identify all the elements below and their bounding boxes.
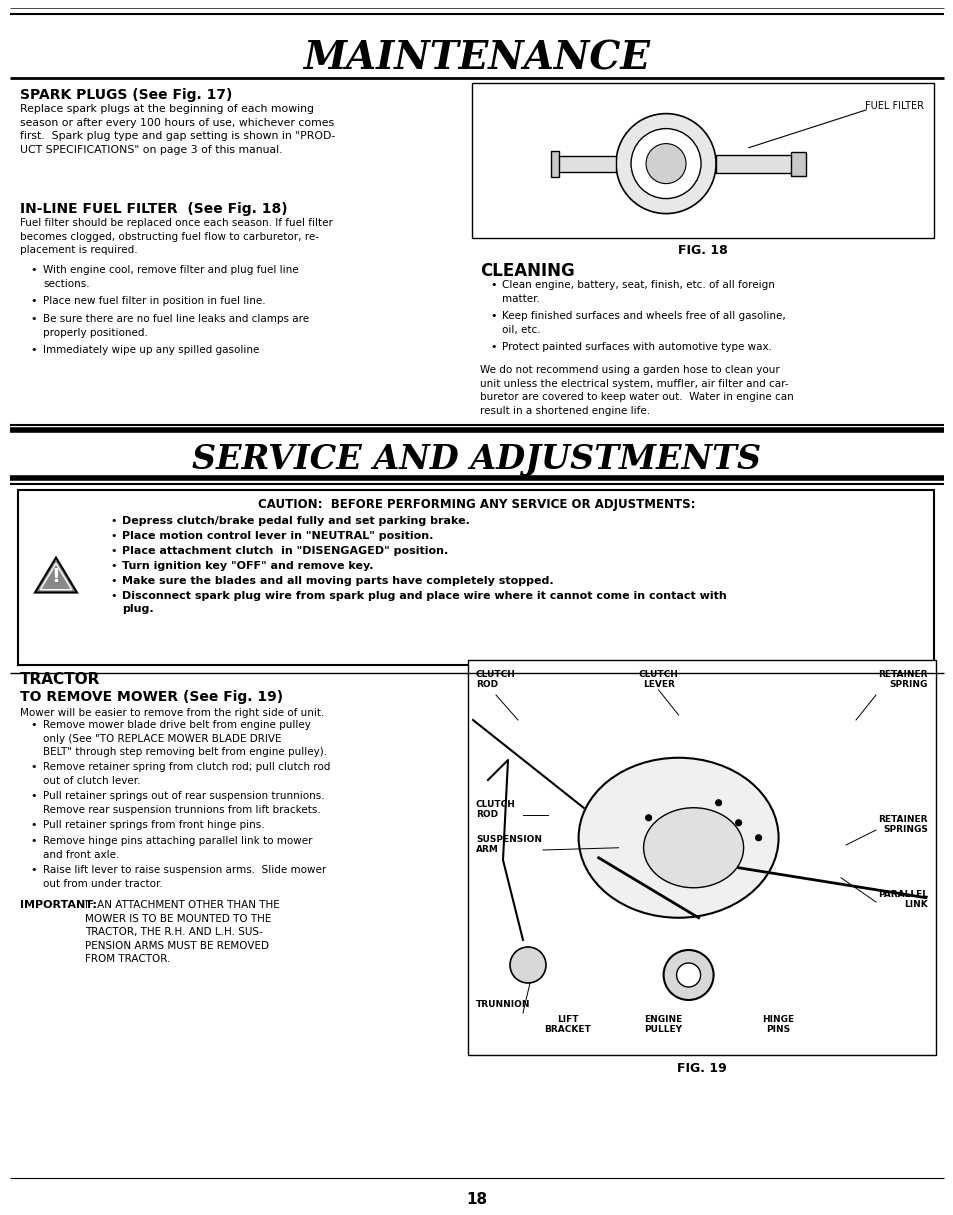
Text: PARALLEL
LINK: PARALLEL LINK	[877, 891, 927, 909]
Text: LIFT
BRACKET: LIFT BRACKET	[544, 1015, 591, 1034]
Bar	[556, 156, 616, 171]
Text: •: •	[30, 791, 36, 801]
Text: Disconnect spark plug wire from spark plug and place wire where it cannot come i: Disconnect spark plug wire from spark pl…	[122, 590, 726, 615]
Text: Replace spark plugs at the beginning of each mowing
season or after every 100 ho: Replace spark plugs at the beginning of …	[20, 104, 335, 154]
Text: CLUTCH
ROD: CLUTCH ROD	[476, 669, 516, 689]
Circle shape	[676, 963, 700, 987]
Text: RETAINER
SPRING: RETAINER SPRING	[878, 669, 927, 689]
Text: With engine cool, remove filter and plug fuel line
sections.: With engine cool, remove filter and plug…	[43, 265, 298, 289]
Text: •: •	[30, 762, 36, 772]
Circle shape	[715, 799, 720, 806]
Text: •: •	[110, 590, 116, 601]
Polygon shape	[35, 558, 77, 593]
Text: •: •	[30, 296, 36, 306]
Text: SERVICE AND ADJUSTMENTS: SERVICE AND ADJUSTMENTS	[193, 443, 760, 476]
Text: •: •	[30, 820, 36, 830]
Bar	[468, 660, 935, 1055]
Text: •: •	[490, 279, 496, 290]
Bar	[551, 151, 558, 176]
Bar	[472, 83, 933, 238]
Text: •: •	[30, 265, 36, 275]
Text: Remove retainer spring from clutch rod; pull clutch rod
out of clutch lever.: Remove retainer spring from clutch rod; …	[43, 762, 330, 786]
Polygon shape	[40, 564, 71, 589]
Text: !: !	[51, 566, 60, 586]
Text: Be sure there are no fuel line leaks and clamps are
properly positioned.: Be sure there are no fuel line leaks and…	[43, 313, 309, 338]
Text: RETAINER
SPRINGS: RETAINER SPRINGS	[878, 815, 927, 835]
Ellipse shape	[643, 808, 742, 888]
Text: Place new fuel filter in position in fuel line.: Place new fuel filter in position in fue…	[43, 296, 265, 306]
Text: •: •	[30, 345, 36, 355]
Text: •: •	[30, 865, 36, 875]
Text: Place attachment clutch  in "DISENGAGED" position.: Place attachment clutch in "DISENGAGED" …	[122, 546, 448, 556]
Text: •: •	[110, 531, 116, 541]
Text: Pull retainer springs out of rear suspension trunnions.
Remove rear suspension t: Pull retainer springs out of rear suspen…	[43, 791, 324, 814]
Bar	[716, 154, 795, 173]
Bar	[18, 490, 933, 665]
Text: FUEL FILTER: FUEL FILTER	[864, 101, 923, 111]
Text: We do not recommend using a garden hose to clean your
unit unless the electrical: We do not recommend using a garden hose …	[479, 364, 793, 416]
Text: Protect painted surfaces with automotive type wax.: Protect painted surfaces with automotive…	[501, 341, 771, 352]
Circle shape	[616, 113, 716, 214]
Text: •: •	[110, 546, 116, 556]
Text: 18: 18	[466, 1192, 487, 1206]
Text: Fuel filter should be replaced once each season. If fuel filter
becomes clogged,: Fuel filter should be replaced once each…	[20, 217, 333, 255]
Circle shape	[645, 815, 651, 821]
Text: Depress clutch/brake pedal fully and set parking brake.: Depress clutch/brake pedal fully and set…	[122, 516, 470, 526]
Text: •: •	[30, 720, 36, 730]
Circle shape	[755, 835, 760, 841]
Text: CLEANING: CLEANING	[479, 262, 574, 279]
Text: •: •	[110, 516, 116, 526]
Text: •: •	[490, 341, 496, 352]
Text: Immediately wipe up any spilled gasoline: Immediately wipe up any spilled gasoline	[43, 345, 259, 355]
Text: SPARK PLUGS (See Fig. 17): SPARK PLUGS (See Fig. 17)	[20, 87, 233, 102]
Text: Remove hinge pins attaching parallel link to mower
and front axle.: Remove hinge pins attaching parallel lin…	[43, 836, 313, 859]
Text: •: •	[110, 576, 116, 586]
Text: Keep finished surfaces and wheels free of all gasoline,
oil, etc.: Keep finished surfaces and wheels free o…	[501, 311, 785, 334]
Circle shape	[663, 950, 713, 1000]
Text: Clean engine, battery, seat, finish, etc. of all foreign
matter.: Clean engine, battery, seat, finish, etc…	[501, 279, 774, 304]
Text: TO REMOVE MOWER (See Fig. 19): TO REMOVE MOWER (See Fig. 19)	[20, 690, 283, 703]
Text: •: •	[30, 836, 36, 846]
Text: IN-LINE FUEL FILTER  (See Fig. 18): IN-LINE FUEL FILTER (See Fig. 18)	[20, 202, 287, 216]
Text: Turn ignition key "OFF" and remove key.: Turn ignition key "OFF" and remove key.	[122, 561, 374, 571]
Circle shape	[735, 820, 740, 826]
Text: FIG. 19: FIG. 19	[677, 1062, 726, 1075]
Circle shape	[630, 129, 700, 198]
Text: •: •	[490, 311, 496, 321]
Circle shape	[645, 143, 685, 183]
Text: Mower will be easier to remove from the right side of unit.: Mower will be easier to remove from the …	[20, 708, 324, 718]
Text: ENGINE
PULLEY: ENGINE PULLEY	[643, 1015, 681, 1034]
Text: CAUTION:  BEFORE PERFORMING ANY SERVICE OR ADJUSTMENTS:: CAUTION: BEFORE PERFORMING ANY SERVICE O…	[258, 498, 695, 512]
Text: •: •	[110, 561, 116, 571]
Text: SUSPENSION
ARM: SUSPENSION ARM	[476, 835, 541, 854]
Circle shape	[510, 946, 545, 983]
Text: Place motion control lever in "NEUTRAL" position.: Place motion control lever in "NEUTRAL" …	[122, 531, 433, 541]
Text: Raise lift lever to raise suspension arms.  Slide mower
out from under tractor.: Raise lift lever to raise suspension arm…	[43, 865, 326, 888]
Text: IMPORTANT:: IMPORTANT:	[20, 900, 97, 910]
Text: TRUNNION: TRUNNION	[476, 1000, 530, 1008]
Text: Make sure the blades and all moving parts have completely stopped.: Make sure the blades and all moving part…	[122, 576, 553, 586]
Text: Pull retainer springs from front hinge pins.: Pull retainer springs from front hinge p…	[43, 820, 264, 830]
Text: CLUTCH
LEVER: CLUTCH LEVER	[638, 669, 678, 689]
Text: MAINTENANCE: MAINTENANCE	[303, 39, 650, 77]
Text: TRACTOR: TRACTOR	[20, 672, 100, 686]
Text: •: •	[30, 313, 36, 324]
Text: Remove mower blade drive belt from engine pulley
only (See "TO REPLACE MOWER BLA: Remove mower blade drive belt from engin…	[43, 720, 327, 757]
Text: CLUTCH
ROD: CLUTCH ROD	[476, 799, 516, 819]
Bar	[790, 152, 805, 176]
Ellipse shape	[578, 758, 778, 917]
Text: IF AN ATTACHMENT OTHER THAN THE
MOWER IS TO BE MOUNTED TO THE
TRACTOR, THE R.H. : IF AN ATTACHMENT OTHER THAN THE MOWER IS…	[85, 900, 279, 965]
Text: FIG. 18: FIG. 18	[678, 244, 727, 258]
Text: HINGE
PINS: HINGE PINS	[761, 1015, 793, 1034]
